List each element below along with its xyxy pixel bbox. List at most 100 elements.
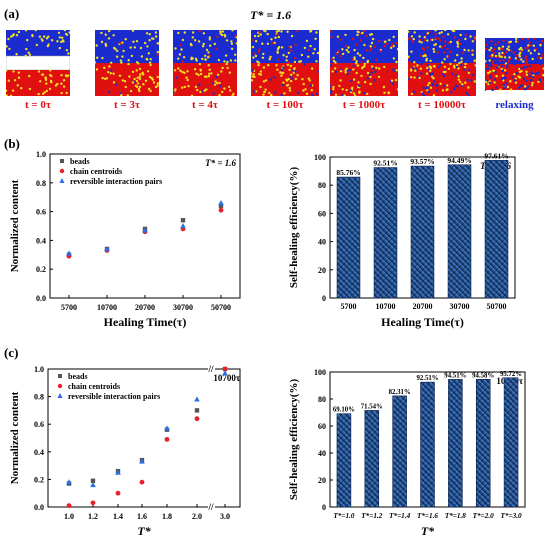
- y-tick-label: 0.2: [34, 475, 44, 484]
- data-point-circle: [222, 366, 228, 372]
- legend-marker: [59, 168, 65, 174]
- x-tick-label: T*=2.0: [473, 512, 494, 520]
- data-point-square: [194, 408, 200, 413]
- data-point-circle: [90, 500, 96, 506]
- bar-data-label: 69.10%: [333, 407, 355, 414]
- chart-annotation: 10700τ: [213, 373, 241, 383]
- y-axis-label: Self-healing efficiency(%): [288, 379, 300, 501]
- snapshot-time-label: t = 100τ: [266, 99, 304, 111]
- bar-data-label: 71.54%: [361, 403, 383, 410]
- x-tick-label: T*=1.0: [333, 512, 354, 520]
- y-tick-label: 0.2: [36, 265, 46, 274]
- y-tick-label: 80: [318, 181, 326, 190]
- x-axis-label: Healing Time(τ): [381, 315, 464, 329]
- x-tick-label: 5700: [341, 302, 357, 311]
- y-tick-label: 1.0: [34, 365, 44, 374]
- snapshot-image: [330, 30, 398, 96]
- x-tick-label: T*=1.2: [361, 512, 382, 520]
- x-tick-label: 50700: [211, 303, 231, 312]
- y-tick-label: 0.4: [34, 448, 44, 457]
- snapshot-image: [251, 30, 319, 96]
- y-tick-label: 0: [322, 503, 326, 512]
- bar: [503, 377, 519, 508]
- chart-c-content: 0.0 0.2 0.4 0.6 0.8 1.0 Normalized content T* 10…: [9, 364, 241, 538]
- axis-break-gap: [208, 366, 215, 372]
- y-tick-label: 0.6: [34, 420, 44, 429]
- x-tick-label: 1.4: [113, 512, 123, 521]
- y-tick-label: 20: [318, 476, 326, 485]
- snapshot-image: [6, 30, 70, 96]
- x-tick-label: 1.6: [137, 512, 147, 521]
- axis-break-gap: [208, 504, 215, 510]
- snapshot-time-label: t = 3τ: [113, 99, 140, 111]
- snapshot-time-label: t = 1000τ: [342, 99, 386, 111]
- y-tick-label: 0.0: [36, 294, 46, 303]
- bar-data-label: 94.51%: [444, 372, 466, 379]
- y-tick-label: 0: [322, 294, 326, 303]
- chart-annotation: T* = 1.6: [205, 158, 236, 168]
- bar: [484, 160, 509, 299]
- bar-data-label: 94.49%: [447, 156, 471, 165]
- panel-c-label: (c): [4, 345, 19, 360]
- chart-b-efficiency: 0 20 40 60 80 100 Self-healing efficiency(%) He…: [288, 151, 516, 329]
- y-tick-label: 0.4: [36, 236, 46, 245]
- data-point-circle: [66, 503, 72, 509]
- x-tick-label: 1.8: [162, 512, 172, 521]
- x-tick-label: 1.0: [64, 512, 74, 521]
- chart-b-content: 0.0 0.2 0.4 0.6 0.8 1.0 Normalized content Heal…: [9, 150, 241, 329]
- x-tick-label: T*=1.6: [417, 512, 438, 520]
- legend-label: reversible interaction pairs: [70, 177, 162, 186]
- y-tick-label: 0.8: [34, 393, 44, 402]
- bar-data-label: 95.72%: [500, 371, 522, 378]
- bar-data-label: 85.76%: [336, 168, 360, 177]
- bar-data-label: 82.31%: [389, 389, 411, 396]
- y-tick-label: 60: [318, 209, 326, 218]
- y-tick-label: 80: [318, 395, 326, 404]
- legend-label: chain centroids: [70, 167, 122, 176]
- x-axis-label: T*: [137, 524, 151, 538]
- bar: [336, 413, 352, 508]
- x-tick-label: T*=1.4: [389, 512, 410, 520]
- data-point-triangle: [66, 250, 72, 256]
- y-tick-label: 0.6: [36, 208, 46, 217]
- data-point-triangle: [66, 479, 72, 485]
- data-point-circle: [139, 479, 145, 485]
- x-axis-label: T*: [421, 524, 435, 538]
- y-tick-label: 1.0: [36, 150, 46, 159]
- data-point-circle: [218, 207, 224, 213]
- data-point-triangle: [194, 396, 200, 402]
- data-point-triangle: [222, 370, 228, 376]
- bar-data-label: 94.58%: [472, 372, 494, 379]
- y-tick-label: 100: [314, 153, 326, 162]
- plot-frame: [47, 368, 241, 508]
- legend-marker: [60, 159, 64, 163]
- axis-break-mark: //: [207, 364, 214, 374]
- bar: [447, 164, 472, 299]
- data-point-triangle: [139, 458, 145, 464]
- bar-data-label: 97.61%: [484, 151, 508, 160]
- chart-c-efficiency: 0 20 40 60 80 100 Self-healing efficiency(%) T*…: [288, 368, 526, 538]
- bar: [410, 165, 435, 299]
- snapshot-image: [408, 30, 476, 96]
- x-tick-label: 30700: [173, 303, 193, 312]
- legend-marker: [57, 383, 63, 389]
- snapshot-time-label: t = 10000τ: [417, 99, 466, 111]
- data-point-triangle: [218, 199, 224, 206]
- data-point-triangle: [142, 227, 148, 233]
- x-tick-label: 2.0: [192, 512, 202, 521]
- data-point-circle: [194, 416, 200, 422]
- x-tick-label: 50700: [487, 302, 507, 311]
- data-point-triangle: [104, 246, 110, 252]
- bar-data-label: 92.51%: [416, 375, 438, 382]
- legend-marker: [57, 393, 63, 398]
- bar: [392, 395, 407, 508]
- x-axis-label: Healing Time(τ): [104, 315, 187, 329]
- data-point-square: [218, 203, 224, 209]
- y-axis-label: Self-healing efficiency(%): [288, 167, 300, 289]
- legend-label: chain centroids: [68, 382, 120, 391]
- bar-data-label: 93.57%: [410, 157, 434, 166]
- x-tick-label: T*=1.8: [445, 512, 466, 520]
- legend-label: beads: [70, 157, 90, 166]
- y-tick-label: 40: [318, 449, 326, 458]
- snapshot-time-label: t = 4τ: [191, 99, 218, 111]
